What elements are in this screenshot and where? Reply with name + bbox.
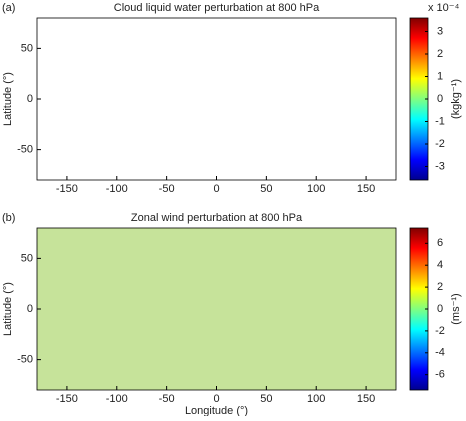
plot-area bbox=[36, 17, 397, 181]
x-tick-label: -100 bbox=[106, 393, 128, 405]
colorbar-tick-label: -4 bbox=[435, 347, 445, 359]
colorbar-tick-label: 0 bbox=[437, 93, 443, 105]
colorbar-tick-label: -6 bbox=[435, 369, 445, 381]
x-tick-label: -150 bbox=[56, 393, 78, 405]
plot-area bbox=[36, 227, 397, 391]
colorbar-tick-label: 3 bbox=[437, 25, 443, 37]
x-tick-label: 50 bbox=[260, 183, 272, 195]
chart-title: Zonal wind perturbation at 800 hPa bbox=[131, 212, 303, 224]
panel-label: (b) bbox=[2, 212, 15, 224]
colorbar-tick-label: -2 bbox=[435, 325, 445, 337]
colorbar-tick-label: 2 bbox=[437, 48, 443, 60]
x-tick-label: -50 bbox=[159, 183, 175, 195]
x-tick-label: 100 bbox=[307, 183, 325, 195]
colorbar-tick-label: 2 bbox=[437, 281, 443, 293]
y-tick-label: 50 bbox=[21, 252, 33, 264]
x-tick-label: 50 bbox=[260, 393, 272, 405]
y-axis-label: Latitude (°) bbox=[2, 72, 14, 126]
y-tick-label: -50 bbox=[17, 144, 33, 156]
colorbar-tick-label: -3 bbox=[435, 160, 445, 172]
colorbar-tick-label: 4 bbox=[437, 259, 443, 271]
y-axis-label: Latitude (°) bbox=[2, 282, 14, 336]
colorbar-label: (kgkg⁻¹) bbox=[450, 79, 462, 119]
x-tick-label: -150 bbox=[56, 183, 78, 195]
x-tick-label: -50 bbox=[159, 393, 175, 405]
x-tick-label: 150 bbox=[357, 393, 375, 405]
x-tick-label: -100 bbox=[106, 183, 128, 195]
x-axis-label: Longitude (°) bbox=[185, 405, 248, 416]
x-tick-label: 150 bbox=[357, 183, 375, 195]
x-tick-label: 0 bbox=[213, 393, 219, 405]
colorbar-tick-label: 1 bbox=[437, 70, 443, 82]
x-tick-label: 0 bbox=[213, 183, 219, 195]
colorbar-tick-label: -2 bbox=[435, 138, 445, 150]
y-tick-label: -50 bbox=[17, 354, 33, 366]
colorbar-multiplier: x 10⁻⁴ bbox=[428, 2, 460, 14]
colorbar-tick-label: 6 bbox=[437, 237, 443, 249]
y-tick-label: 0 bbox=[27, 303, 33, 315]
colorbar-tick-label: -1 bbox=[435, 115, 445, 127]
y-tick-label: 50 bbox=[21, 42, 33, 54]
colorbar-label: (ms⁻¹) bbox=[450, 293, 462, 324]
y-tick-label: 0 bbox=[27, 93, 33, 105]
chart-title: Cloud liquid water perturbation at 800 h… bbox=[114, 2, 320, 14]
colorbar-tick-label: 0 bbox=[437, 303, 443, 315]
x-tick-label: 100 bbox=[307, 393, 325, 405]
panel-label: (a) bbox=[2, 2, 15, 14]
